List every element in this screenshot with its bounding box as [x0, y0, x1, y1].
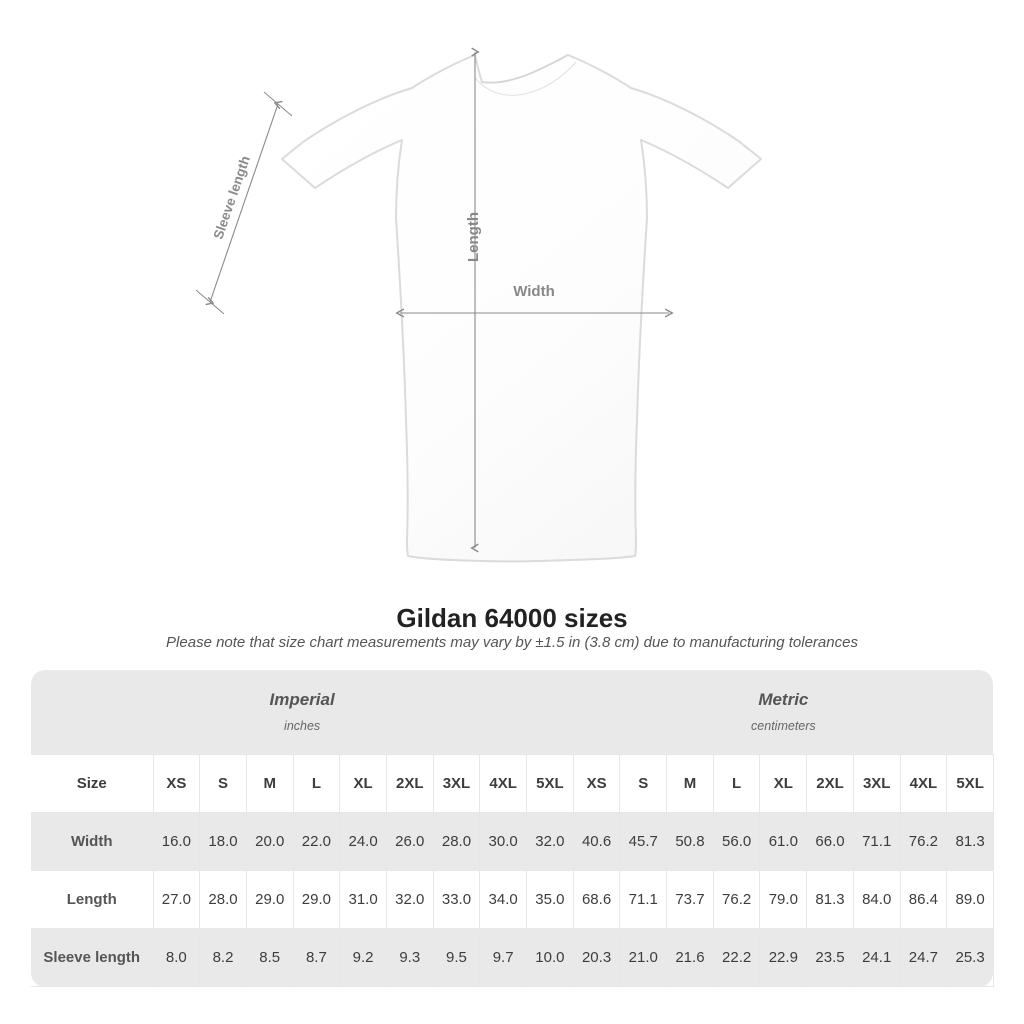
svg-text:Sleeve length: Sleeve length: [210, 154, 253, 241]
svg-text:Width: Width: [513, 283, 555, 300]
svg-text:Length: Length: [465, 212, 482, 262]
